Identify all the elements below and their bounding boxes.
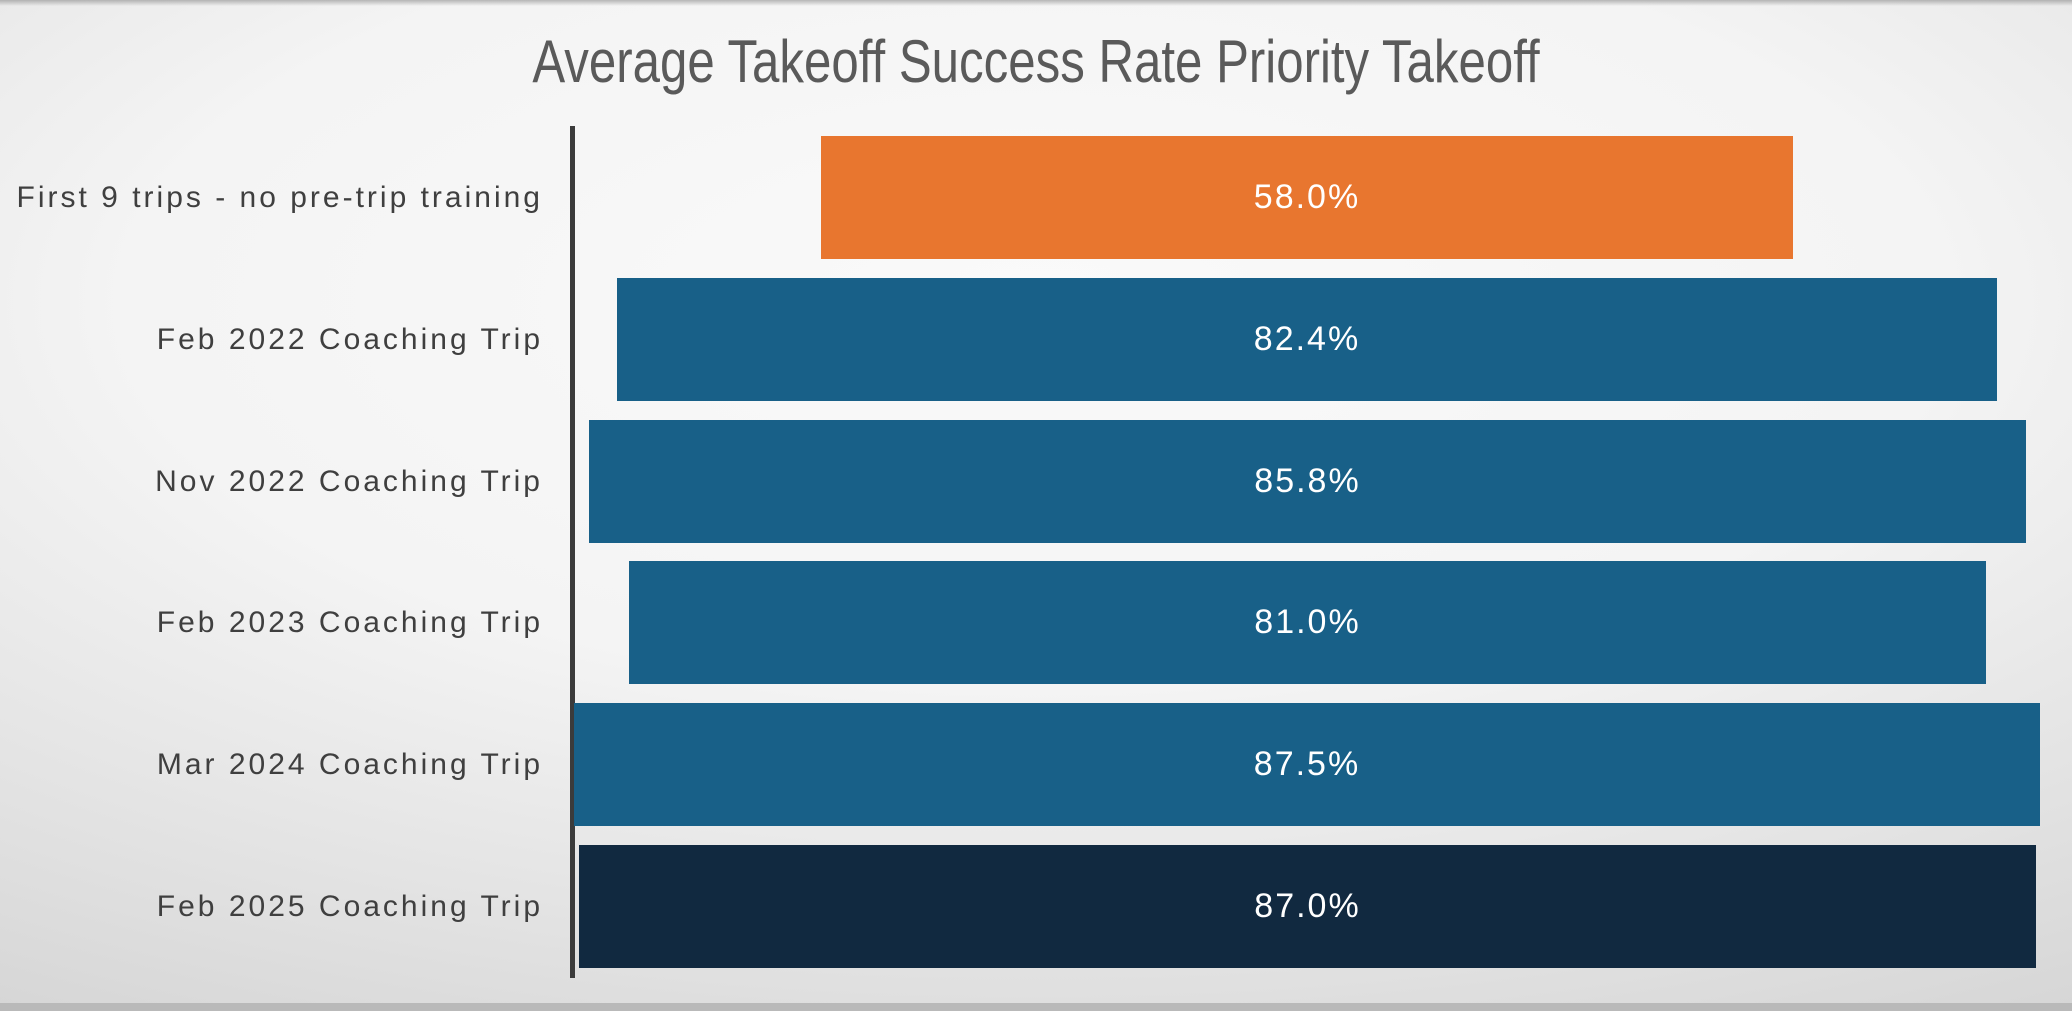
bar[interactable]: 81.0% (629, 561, 1986, 684)
category-label: Feb 2023 Coaching Trip (156, 605, 543, 639)
value-label: 87.0% (1254, 887, 1361, 925)
bar[interactable]: 87.5% (574, 703, 2040, 826)
bar[interactable]: 82.4% (617, 278, 1997, 401)
slide-bottom-edge (0, 1003, 2072, 1011)
category-label: Feb 2022 Coaching Trip (156, 322, 543, 356)
value-label: 87.5% (1253, 745, 1361, 783)
category-label: Mar 2024 Coaching Trip (156, 747, 543, 781)
category-label: First 9 trips - no pre-trip training (16, 180, 543, 214)
bar[interactable]: 85.8% (589, 420, 2026, 543)
bar[interactable]: 87.0% (579, 845, 2036, 968)
value-label: 81.0% (1254, 603, 1361, 641)
value-label: 85.8% (1254, 462, 1361, 500)
value-label: 82.4% (1253, 320, 1361, 358)
category-axis-line (570, 126, 575, 978)
category-label: Feb 2025 Coaching Trip (156, 889, 543, 923)
value-label: 58.0% (1253, 178, 1361, 216)
category-label: Nov 2022 Coaching Trip (155, 464, 543, 498)
bar[interactable]: 58.0% (821, 136, 1793, 259)
chart-title: Average Takeoff Success Rate Priority Ta… (532, 28, 1540, 95)
